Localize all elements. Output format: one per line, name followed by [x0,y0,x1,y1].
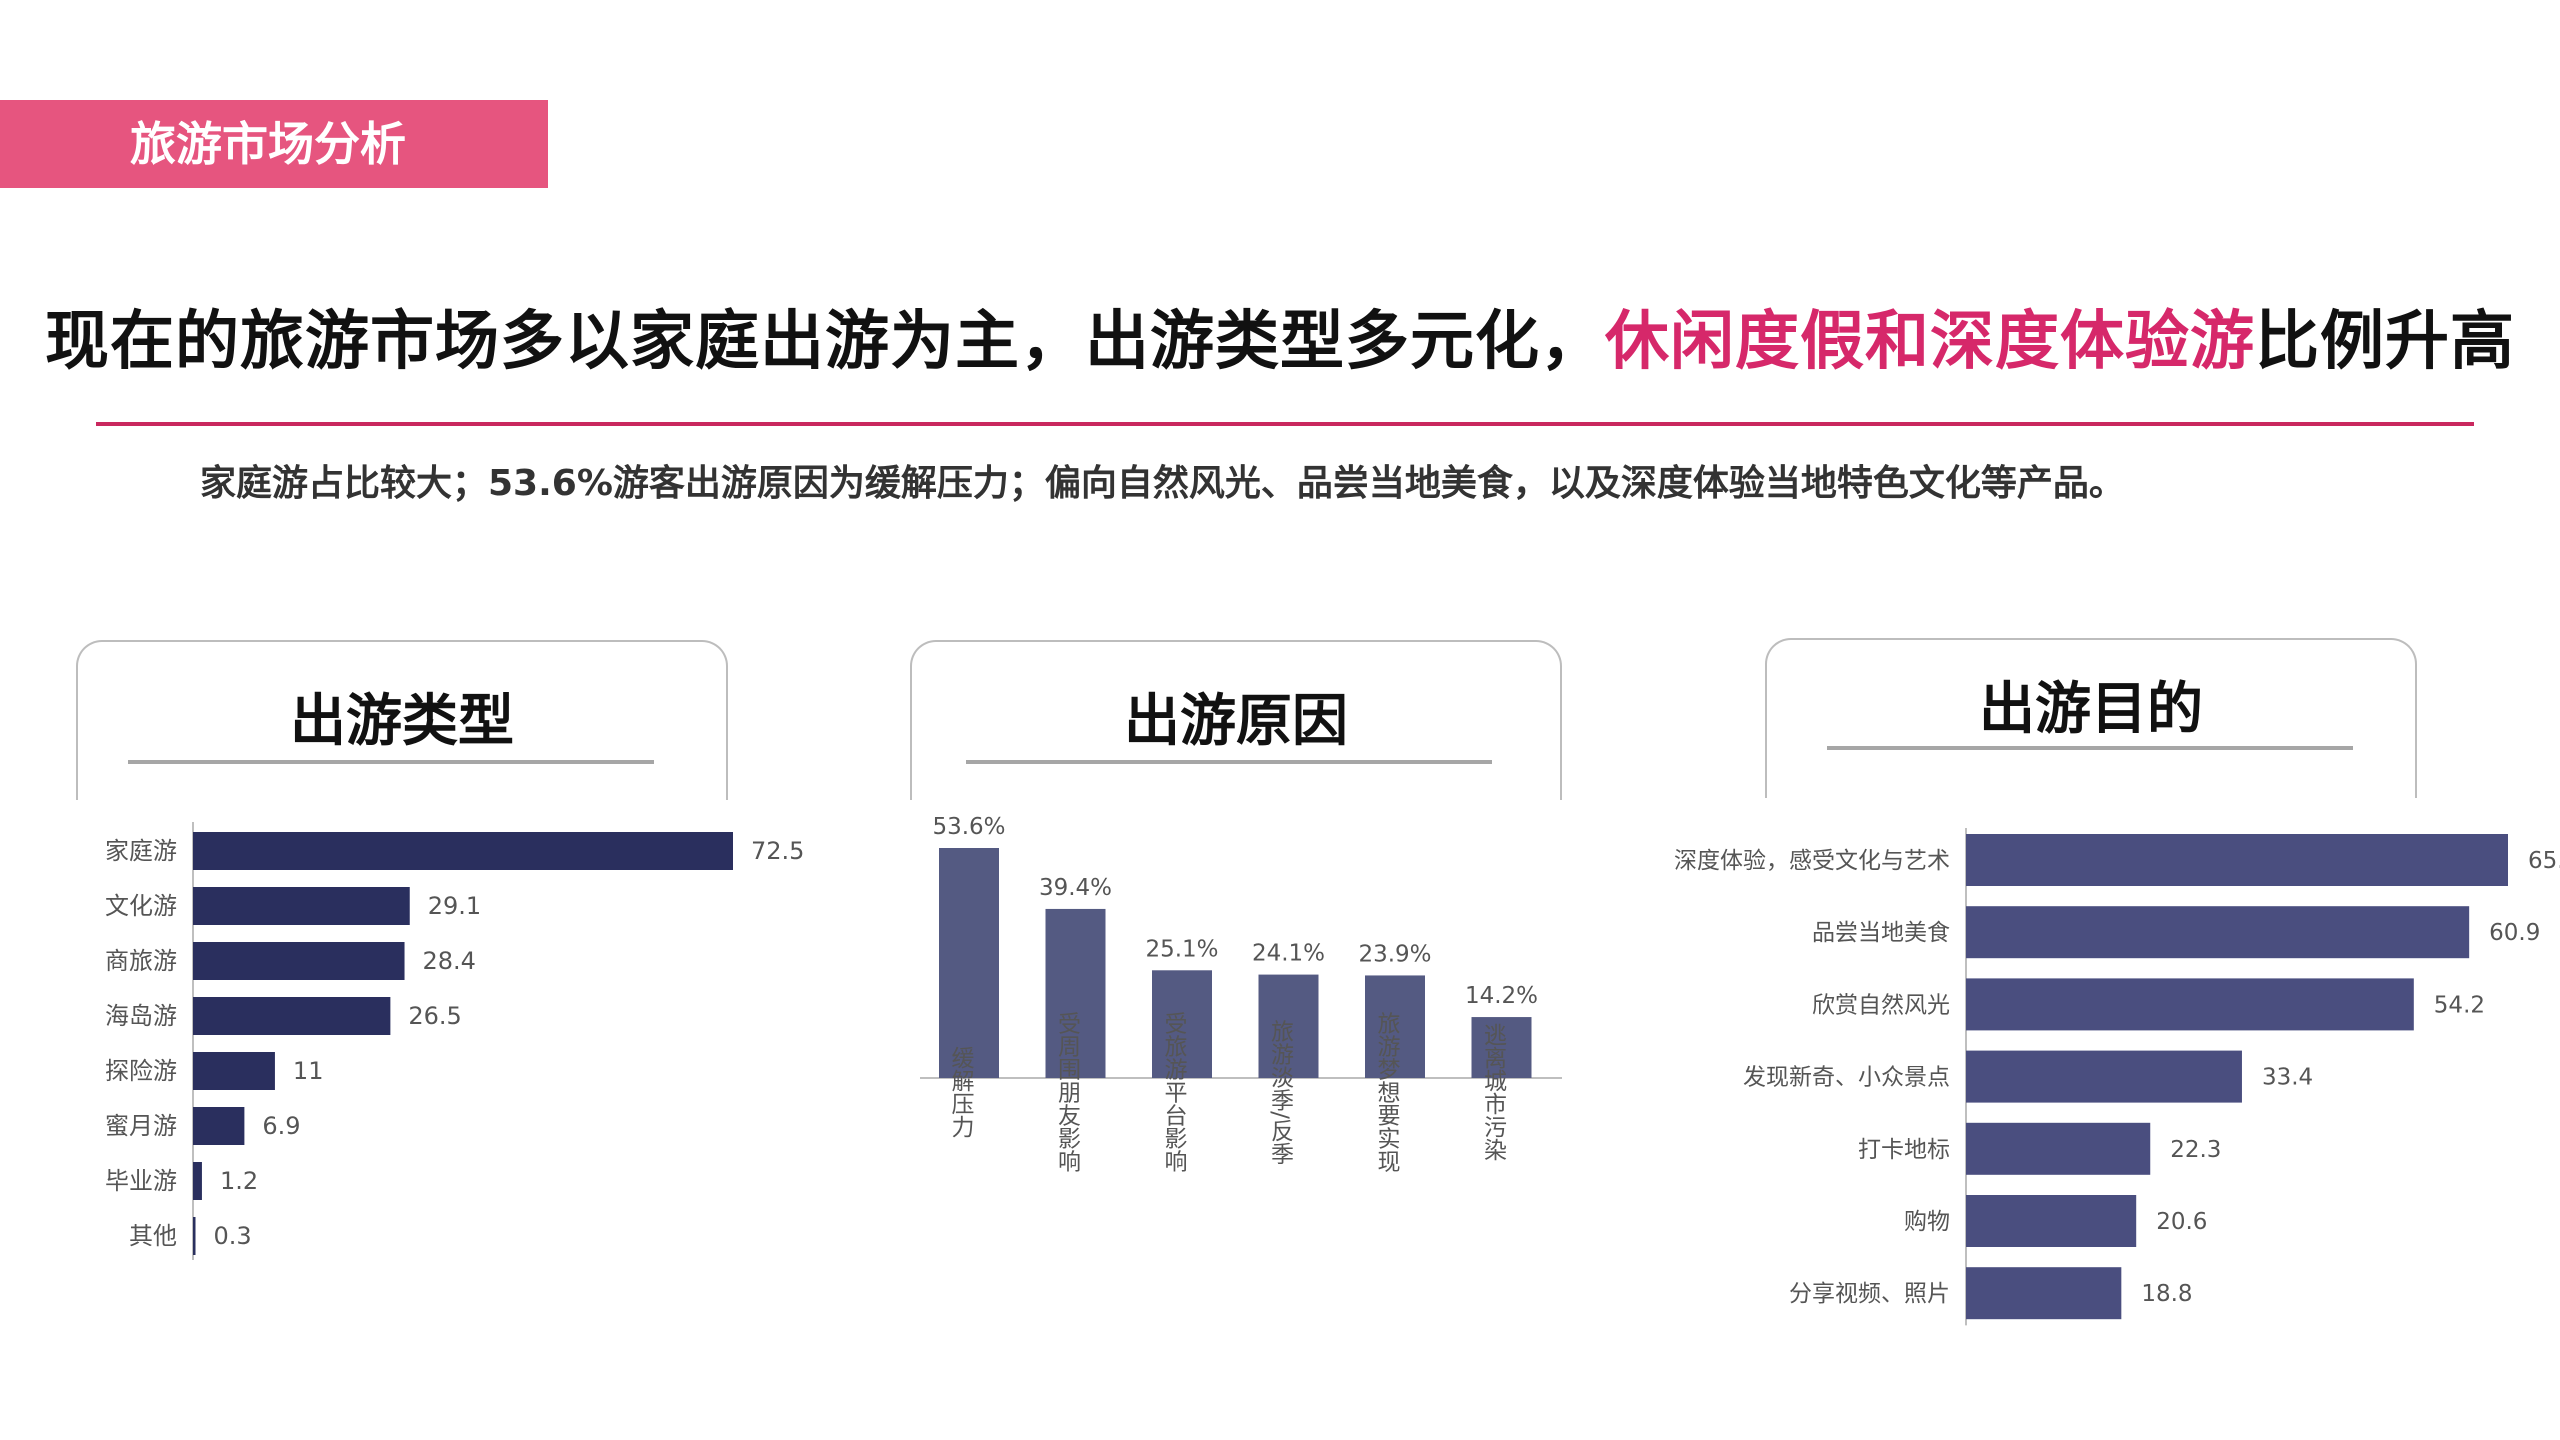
bar [193,1107,245,1145]
section-tag: 旅游市场分析 [0,100,548,188]
data-label: 6.9 [262,1112,300,1140]
category-label: 旅游梦想要实现 [1373,1012,1401,1173]
data-label: 29.1 [428,892,481,920]
category-label: 发现新奇、小众景点 [1743,1065,1950,1091]
data-label: 24.1% [1252,941,1325,967]
summary-text: 家庭游占比较大；53.6%游客出游原因为缓解压力；偏向自然风光、品尝当地美食，以… [200,463,2125,504]
category-label: 商旅游 [105,947,177,975]
card-title-travel-purpose: 出游目的 [1979,677,2203,742]
bar [1966,1267,2122,1320]
category-label: 家庭游 [105,837,177,865]
bar [1258,974,1319,1078]
data-label: 60.9 [2489,920,2540,946]
bar [1365,975,1425,1078]
data-label: 26.5 [408,1002,461,1030]
category-label: 购物 [1904,1209,1950,1235]
data-label: 0.3 [214,1222,252,1250]
data-label: 1.2 [220,1167,258,1195]
bar [193,832,733,870]
card-title-travel-type: 出游类型 [290,689,514,754]
data-label: 54.2 [2434,992,2485,1018]
category-label: 探险游 [105,1057,177,1085]
card-travel-reason: 出游原因 [910,640,1562,800]
bar [193,1162,202,1200]
bar [1966,1195,2137,1247]
data-label: 20.6 [2156,1209,2207,1235]
data-label: 65.6 [2528,848,2560,874]
bar [193,942,405,980]
category-label: 欣赏自然风光 [1812,992,1950,1018]
chart-travel-purpose: 深度体验，感受文化与艺术 65.6 品尝当地美食 60.9 欣赏自然风光 54.2 发现新奇… [1674,828,2560,1326]
bar [1966,834,2508,886]
category-label: 受旅游平台影响 [1160,1012,1188,1173]
category-label: 打卡地标 [1858,1137,1950,1163]
data-label: 28.4 [423,947,476,975]
category-label: 分享视频、照片 [1789,1281,1950,1307]
category-label: 深度体验，感受文化与艺术 [1674,848,1950,874]
bar [1966,978,2414,1031]
data-label: 25.1% [1145,936,1218,962]
card-travel-purpose: 出游目的 [1765,638,2417,798]
card-title-travel-reason: 出游原因 [1124,689,1348,754]
data-label: 11 [293,1057,324,1085]
bar [193,887,410,925]
category-label: 品尝当地美食 [1812,920,1950,946]
card-rule [1827,746,2353,750]
category-label: 缓解压力 [947,1046,975,1138]
card-rule [128,760,654,764]
card-travel-type: 出游类型 [76,640,728,800]
data-label: 14.2% [1465,983,1538,1009]
category-label: 逃离城市污染 [1480,1023,1508,1161]
bar [1471,1017,1532,1078]
bar [1152,970,1212,1078]
bar [1045,908,1106,1078]
category-label: 其他 [129,1222,177,1250]
bar [939,848,999,1078]
bar [1966,906,2470,959]
data-label: 33.4 [2262,1065,2313,1091]
headline-highlight: 休闲度假和深度体验游 [1605,305,2255,379]
bar [1966,1050,2242,1103]
category-label: 旅游淡季/反季 [1267,1019,1295,1165]
headline-part1: 现在的旅游市场多以家庭出游为主，出游类型多元化， [45,305,1605,379]
data-label: 22.3 [2170,1137,2221,1163]
data-label: 53.6% [932,814,1005,840]
headline-divider [96,422,2474,426]
chart-travel-type: 家庭游 72.5 文化游 29.1 商旅游 28.4 海岛游 26.5 探险游 11 蜜月游 6.9 毕… [105,822,804,1260]
bar [193,1217,196,1255]
category-label: 海岛游 [105,1002,177,1030]
category-label: 受周围朋友影响 [1054,1012,1082,1173]
page-headline: 现在的旅游市场多以家庭出游为主，出游类型多元化，休闲度假和深度体验游比例升高 [0,290,2560,382]
chart-travel-reason: 53.6% 缓解压力 39.4% 受周围朋友影响 25.1% 受旅游平台影响 24.1% 旅游… [920,814,1562,1173]
data-label: 39.4% [1039,875,1112,901]
category-label: 毕业游 [105,1167,177,1195]
data-label: 72.5 [751,837,804,865]
category-label: 文化游 [105,892,177,920]
data-label: 18.8 [2141,1281,2192,1307]
card-rule [966,760,1492,764]
headline-part2: 比例升高 [2255,305,2515,379]
category-label: 蜜月游 [105,1112,177,1140]
section-tag-label: 旅游市场分析 [130,117,406,171]
bar [193,997,391,1035]
bar [193,1052,275,1090]
bar [1966,1122,2151,1175]
data-label: 23.9% [1358,941,1431,967]
